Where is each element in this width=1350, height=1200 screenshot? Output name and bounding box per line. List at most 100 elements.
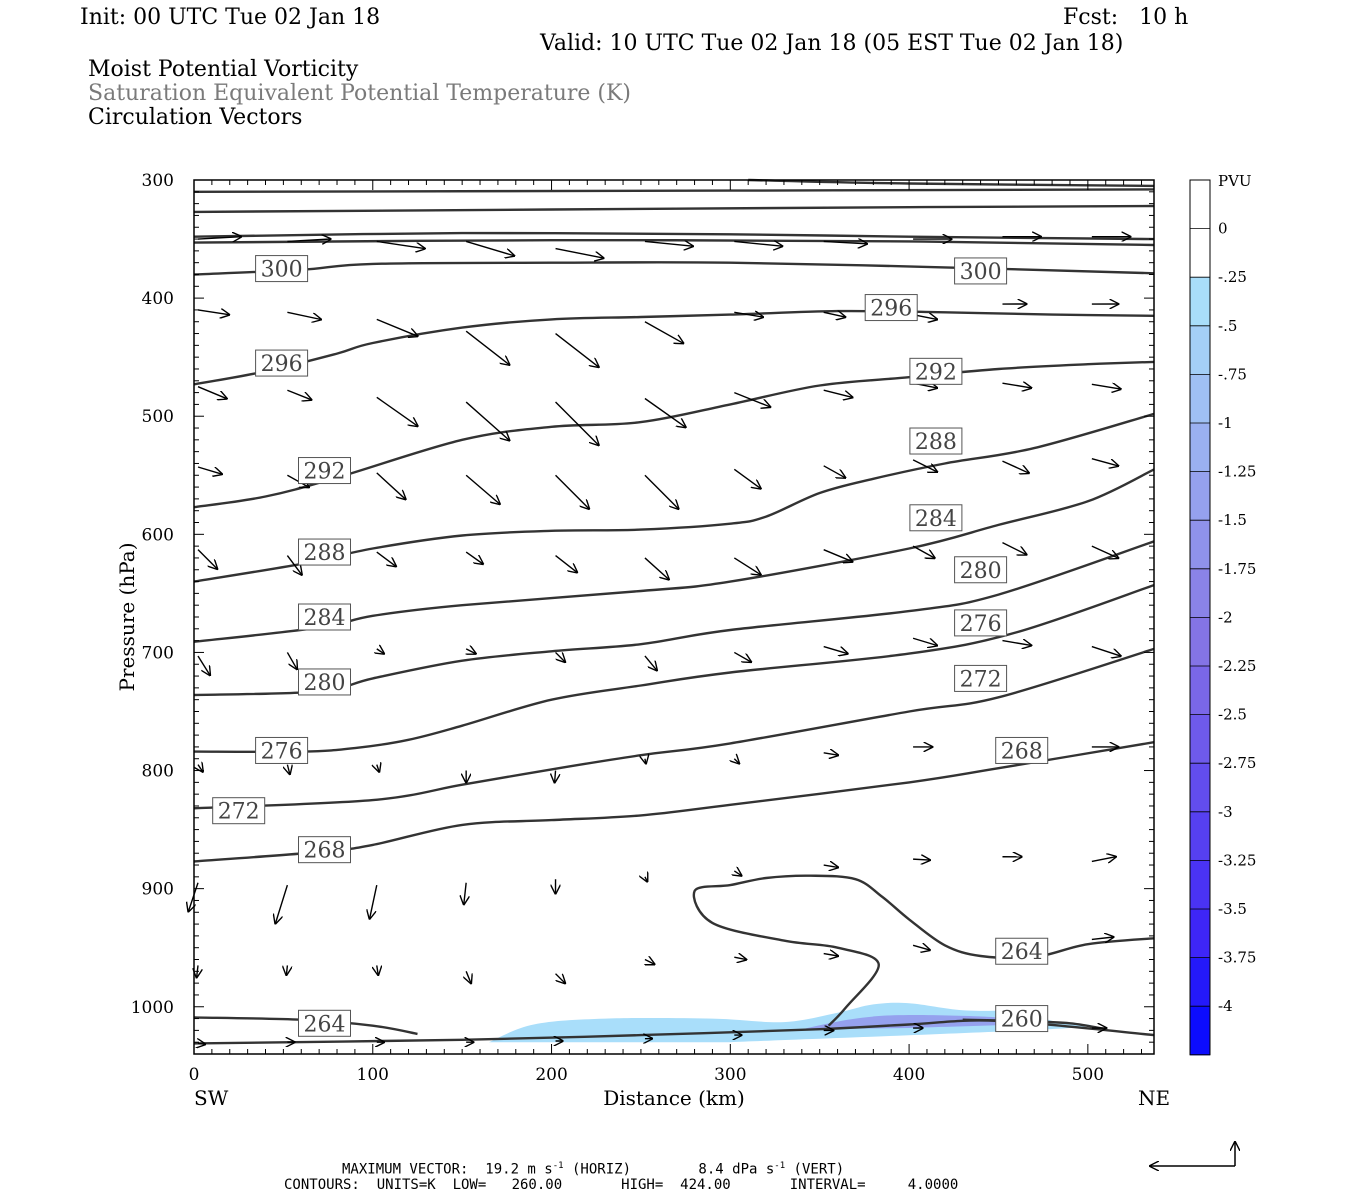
circulation-vector xyxy=(188,882,199,912)
circulation-vector xyxy=(465,401,509,440)
colorbar-label: -2.25 xyxy=(1218,657,1256,675)
y-tick-label: 600 xyxy=(142,525,174,545)
colorbar-swatch xyxy=(1190,811,1210,861)
x-tick-label: 400 xyxy=(893,1065,925,1085)
y-tick-label: 500 xyxy=(142,407,174,427)
contour-label: 296 xyxy=(261,352,303,377)
contour-label-box xyxy=(954,257,1008,285)
contour-label: 296 xyxy=(870,297,912,322)
theta-es-contour xyxy=(193,231,1155,241)
contour-label-box xyxy=(995,736,1049,764)
circulation-vector xyxy=(555,247,604,259)
colorbar-swatch xyxy=(1190,763,1210,813)
circulation-vector xyxy=(465,240,514,255)
colorbar-swatch xyxy=(1190,374,1210,424)
circulation-vector xyxy=(555,332,599,368)
circulation-vector xyxy=(734,957,746,959)
contour-label: 292 xyxy=(304,460,346,485)
circulation-vector xyxy=(555,555,578,573)
circulation-vector xyxy=(287,389,311,400)
circulation-vector xyxy=(197,386,227,399)
circulation-vector xyxy=(287,765,289,775)
circulation-vector xyxy=(1091,857,1116,862)
circulation-vector xyxy=(1091,645,1121,657)
contour-label: 272 xyxy=(218,800,260,825)
circulation-vector xyxy=(733,557,760,575)
pv-shading-area xyxy=(801,1014,1039,1030)
circulation-vector xyxy=(1091,458,1118,466)
contour-label: 284 xyxy=(304,606,346,631)
contour-label-box xyxy=(298,603,352,631)
circulation-vector xyxy=(377,765,379,772)
circulation-vector xyxy=(376,318,418,336)
circulation-vector xyxy=(1002,383,1031,388)
circulation-vector xyxy=(734,871,741,876)
pv-colorbar: 0 -.25 -.5 -.75 -1 -1.25 -1.5 -1.75 -2 -2.25 -2.5 -… xyxy=(1189,179,1256,1056)
colorbar-swatch xyxy=(1190,180,1210,230)
contour-label: 264 xyxy=(304,1012,346,1037)
circulation-vector xyxy=(555,973,566,984)
y-tick-label: 800 xyxy=(142,762,174,782)
circulation-vector xyxy=(734,391,770,407)
circulation-vector xyxy=(286,652,297,669)
x-axis-label: Distance (km) xyxy=(603,1086,745,1110)
circulation-vector xyxy=(1091,545,1118,558)
circulation-vector xyxy=(555,474,590,509)
circulation-vector xyxy=(197,549,217,569)
theta-es-contour xyxy=(748,178,1155,188)
colorbar-swatch xyxy=(1190,957,1210,1007)
circulation-vector xyxy=(197,310,229,315)
circulation-vector xyxy=(466,649,476,654)
contour-label: 300 xyxy=(261,258,303,283)
x-axis-left-end-label: SW xyxy=(194,1086,229,1110)
colorbar-swatch xyxy=(1190,860,1210,910)
contour-label: 272 xyxy=(960,667,1002,692)
colorbar-swatch xyxy=(1190,617,1210,667)
circulation-vector xyxy=(466,971,471,983)
colorbar-label: -1 xyxy=(1218,414,1233,432)
circulation-vector xyxy=(555,770,556,783)
circulation-vector xyxy=(823,753,838,755)
theta-es-contour xyxy=(193,188,1155,193)
colorbar-swatch xyxy=(1190,666,1210,716)
contour-label-box xyxy=(298,457,352,485)
circulation-vector xyxy=(377,965,378,975)
colorbar-swatch xyxy=(1190,520,1210,570)
pv-shading-area xyxy=(489,1002,1092,1043)
circulation-vector xyxy=(912,637,937,645)
contour-label-box xyxy=(954,556,1008,584)
theta-es-contour xyxy=(193,238,1155,247)
circulation-vector xyxy=(286,965,287,975)
x-tick-label: 300 xyxy=(714,1065,746,1085)
circulation-vector xyxy=(465,330,509,365)
circulation-vector xyxy=(913,859,930,860)
circulation-vector xyxy=(644,655,657,670)
circulation-vector xyxy=(287,311,321,319)
circulation-vector xyxy=(376,240,425,248)
colorbar-label: -3.75 xyxy=(1218,949,1256,967)
colorbar-swatch xyxy=(1190,325,1210,375)
circulation-vector xyxy=(912,945,930,950)
colorbar-label: 0 xyxy=(1218,220,1228,238)
contour-label: 276 xyxy=(960,612,1002,637)
circulation-vector xyxy=(197,466,222,474)
colorbar-label: -4 xyxy=(1218,997,1233,1015)
y-axis-label: Pressure (hPa) xyxy=(115,543,139,692)
contour-label-box xyxy=(909,504,963,532)
circulation-vector xyxy=(376,551,396,566)
circulation-vector xyxy=(734,312,763,317)
circulation-vector xyxy=(286,555,301,575)
theta-es-contour xyxy=(193,583,1155,754)
circulation-vector xyxy=(465,551,483,564)
contour-label-box xyxy=(909,427,963,455)
circulation-vector xyxy=(1091,384,1121,389)
circulation-vector xyxy=(912,545,935,558)
circulation-vector xyxy=(823,645,848,654)
contour-label-box xyxy=(909,357,963,385)
circulation-vector xyxy=(644,321,683,344)
colorbar-swatch xyxy=(1190,228,1210,278)
field-title-vectors: Circulation Vectors xyxy=(88,105,303,130)
contour-label: 268 xyxy=(1001,739,1043,764)
circulation-vector xyxy=(734,241,782,246)
y-tick-label: 700 xyxy=(142,643,174,663)
